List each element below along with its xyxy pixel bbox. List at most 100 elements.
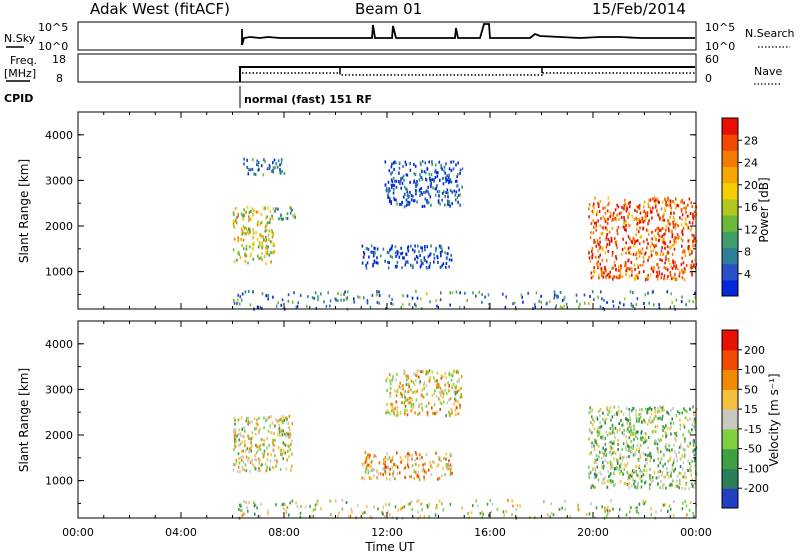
data-cell	[403, 178, 405, 182]
data-cell	[421, 469, 424, 473]
data-cell	[435, 186, 438, 190]
data-cell	[259, 233, 261, 237]
data-cell	[327, 291, 329, 295]
data-cell	[609, 445, 612, 449]
data-cell	[247, 417, 250, 420]
data-cell	[260, 464, 262, 468]
data-cell	[281, 433, 284, 437]
data-cell	[616, 461, 619, 465]
data-cell	[442, 182, 445, 186]
data-cell	[688, 197, 691, 201]
data-cell	[689, 465, 692, 469]
data-cell	[461, 167, 464, 171]
data-cell	[613, 211, 615, 215]
data-cell	[672, 243, 674, 247]
data-cell	[624, 445, 627, 449]
data-cell	[609, 240, 611, 244]
data-cell	[257, 245, 260, 249]
data-cell	[644, 440, 647, 444]
data-cell	[419, 175, 422, 179]
data-cell	[280, 217, 283, 221]
data-cell	[421, 406, 423, 410]
data-cell	[258, 461, 261, 465]
data-cell	[618, 467, 620, 471]
data-cell	[627, 248, 629, 252]
data-cell	[256, 223, 259, 227]
data-cell	[263, 449, 266, 453]
data-cell	[669, 199, 672, 203]
data-cell	[334, 499, 337, 503]
colorbar-tick-label: -200	[744, 482, 769, 495]
data-cell	[429, 176, 431, 180]
data-cell	[623, 216, 625, 219]
data-cell	[388, 190, 390, 194]
data-cell	[280, 452, 282, 456]
data-cell	[614, 451, 617, 455]
data-cell	[393, 196, 395, 200]
data-cell	[349, 514, 352, 518]
data-cell	[282, 457, 284, 461]
data-cell	[595, 506, 598, 510]
data-cell	[289, 501, 291, 505]
data-cell	[242, 460, 245, 464]
data-cell	[357, 295, 359, 299]
data-cell	[649, 476, 651, 480]
data-cell	[594, 485, 597, 489]
data-cell	[269, 240, 272, 244]
data-cell	[693, 234, 695, 238]
x-axis-ticks: 00:00 04:00 08:00 12:00 16:00 20:00 00:00	[62, 526, 712, 539]
data-cell	[431, 162, 433, 166]
data-cell	[676, 459, 678, 463]
data-cell	[418, 402, 421, 406]
data-cell	[606, 406, 608, 410]
data-cell	[624, 261, 627, 265]
data-cell	[424, 248, 426, 252]
data-cell	[645, 432, 647, 436]
data-cell	[681, 230, 683, 234]
data-cell	[278, 217, 280, 221]
data-cell	[672, 225, 675, 229]
data-cell	[667, 274, 669, 278]
data-cell	[617, 409, 620, 413]
data-cell	[286, 212, 289, 216]
data-cell	[615, 257, 618, 261]
data-cell	[626, 428, 628, 432]
data-cell	[451, 411, 453, 415]
data-cell	[268, 253, 270, 257]
data-cell	[402, 387, 404, 391]
data-cell	[422, 395, 425, 399]
data-cell	[445, 191, 447, 194]
data-cell	[659, 461, 661, 465]
colorbar-swatch	[722, 488, 738, 509]
data-cell	[608, 243, 611, 246]
data-cell	[410, 409, 413, 413]
data-cell	[464, 291, 466, 295]
data-cell	[431, 393, 434, 397]
data-cell	[420, 246, 422, 249]
data-cell	[591, 253, 594, 257]
data-cell	[453, 189, 456, 193]
data-cell	[455, 198, 457, 202]
data-cell	[420, 394, 422, 398]
data-cell	[244, 226, 246, 230]
data-cell	[660, 480, 662, 484]
data-cell	[624, 264, 626, 268]
data-cell	[628, 251, 630, 255]
data-cell	[421, 388, 423, 392]
data-cell	[605, 507, 607, 511]
data-cell	[393, 408, 396, 412]
data-cell	[450, 169, 453, 173]
data-cell	[409, 396, 412, 400]
data-cell	[362, 511, 364, 515]
colorbar-tick-label: 16	[744, 201, 758, 214]
data-cell	[603, 271, 605, 275]
data-cell	[594, 196, 596, 200]
data-cell	[437, 199, 440, 203]
data-cell	[434, 168, 437, 172]
data-cell	[252, 242, 254, 246]
data-cell	[681, 411, 684, 415]
data-cell	[613, 440, 616, 443]
data-cell	[380, 254, 382, 258]
data-cell	[407, 465, 410, 469]
data-cell	[370, 460, 372, 464]
